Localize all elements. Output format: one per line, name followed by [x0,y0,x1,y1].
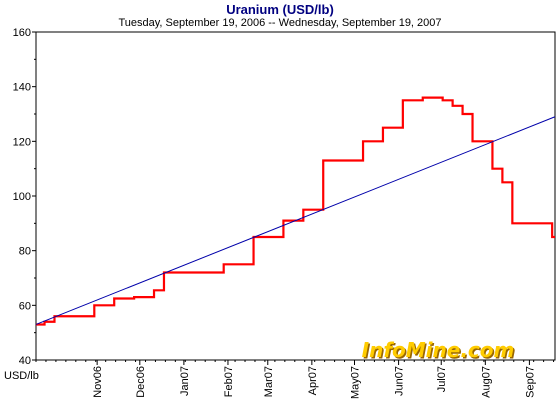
watermark-logo-shadow: InfoMine.com [363,340,516,364]
x-tick-label: Nov06 [92,366,104,398]
watermark-logo: InfoMine.com [362,338,515,362]
chart-subtitle: Tuesday, September 19, 2006 -- Wednesday… [118,17,442,29]
x-tick-label: Jun07 [394,366,406,396]
y-tick-label: 80 [19,246,31,258]
y-tick-label: 120 [13,136,31,148]
x-tick-label: Mar07 [263,366,275,397]
plot-frame [35,31,556,361]
y-tick-label: 40 [19,355,31,367]
y-tick-label: 60 [19,300,31,312]
trend-line [35,116,556,325]
x-tick-label: Feb07 [223,366,235,397]
y-tick-label: 140 [13,82,31,94]
x-tick-label: Apr07 [307,366,319,395]
price-line [36,96,555,326]
x-tick-label: Dec06 [135,366,147,398]
x-tick-label: May07 [350,366,362,399]
y-axis-label: USD/lb [4,370,39,382]
x-tick-label: Jan07 [179,366,191,396]
x-tick-label: Jul07 [436,366,448,392]
chart-title: Uranium (USD/lb) [226,2,334,17]
x-tick-label: Aug07 [480,366,492,398]
y-tick-label: 100 [13,191,31,203]
x-tick-label: Sep07 [524,366,536,398]
y-tick-label: 160 [13,27,31,39]
